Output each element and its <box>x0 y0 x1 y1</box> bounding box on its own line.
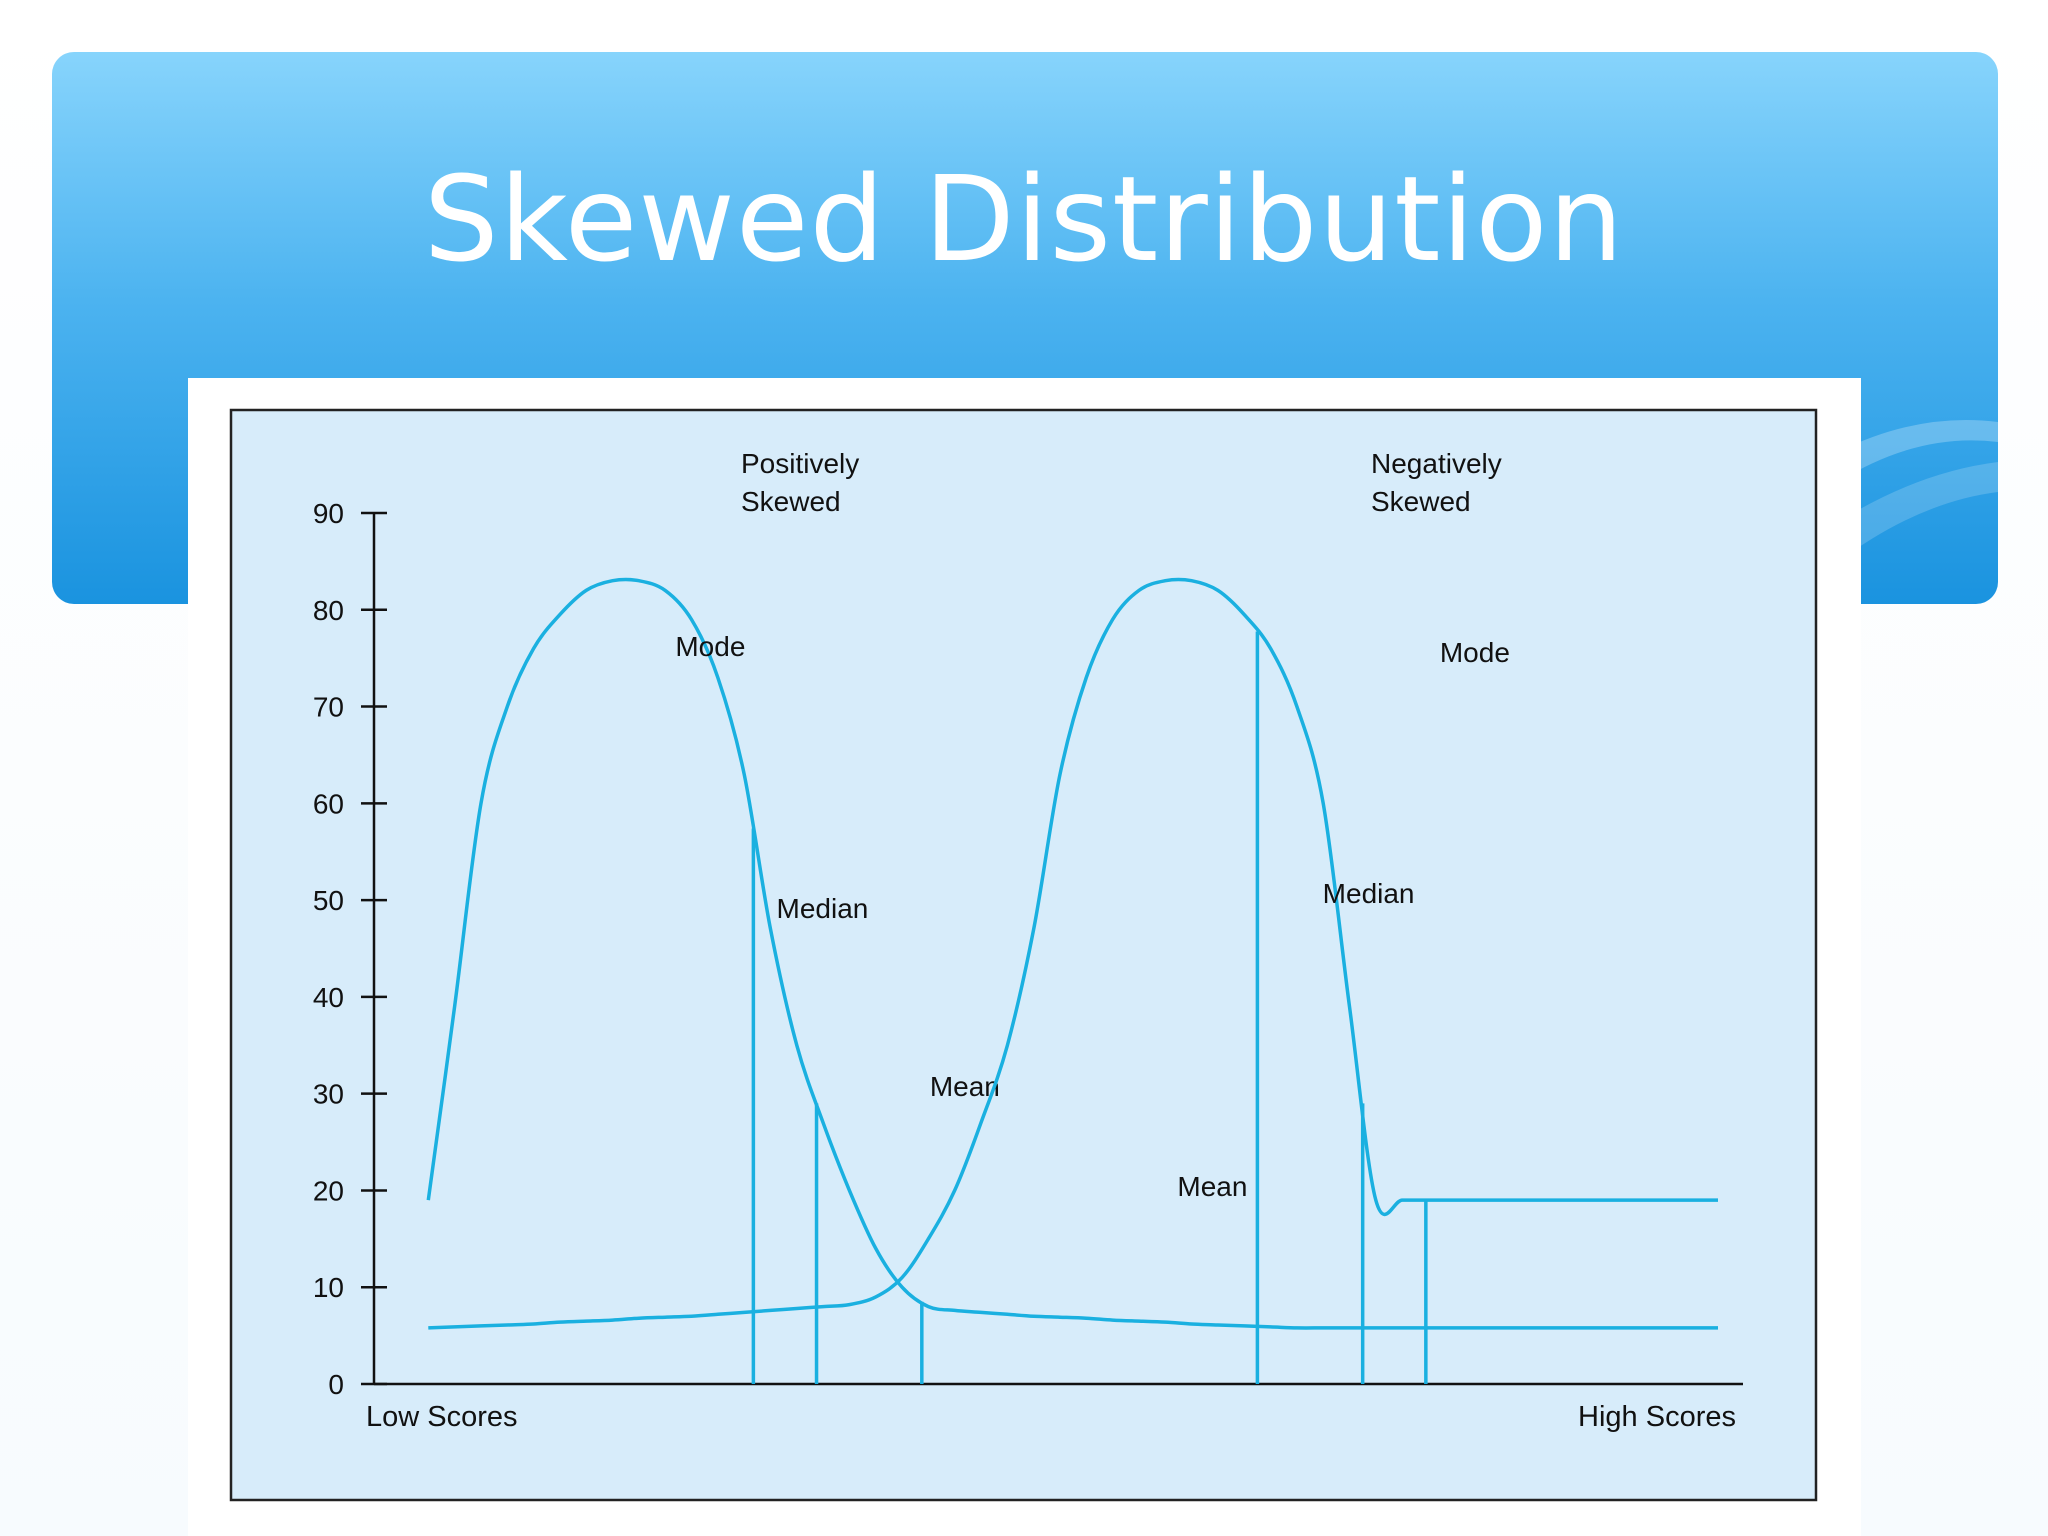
slide-title: Skewed Distribution <box>423 150 1625 288</box>
y-tick-label: 20 <box>313 1175 344 1206</box>
positively-skewed-mean-label: Mean <box>930 1071 1000 1102</box>
negatively-skewed-curve <box>428 577 1718 1330</box>
chart-frame: 0 10 20 30 40 50 60 70 80 90 Low Scores High Scores… <box>188 378 1861 1536</box>
y-tick-label: 60 <box>313 788 344 819</box>
x-label-high-scores: High Scores <box>1578 1401 1736 1433</box>
y-tick-label: 80 <box>313 595 344 626</box>
negatively-skewed-caption-line-2: Skewed <box>1371 486 1471 517</box>
negatively-skewed-median-label: Median <box>1323 878 1415 909</box>
y-tick-label: 30 <box>313 1079 344 1110</box>
positively-skewed-caption-line-1: Positively <box>741 448 859 479</box>
positively-skewed-curve <box>426 577 1718 1330</box>
y-tick-label: 0 <box>328 1369 344 1400</box>
y-tick-label: 50 <box>313 885 344 916</box>
x-label-low-scores: Low Scores <box>366 1401 518 1433</box>
y-tick-label: 10 <box>313 1272 344 1303</box>
banner-swoosh-decoration <box>1838 420 1998 562</box>
positively-skewed-median-label: Median <box>777 893 869 924</box>
positively-skewed-mode-label: Mode <box>675 631 745 662</box>
skewed-distribution-chart: 0 10 20 30 40 50 60 70 80 90 Low Scores High Scores… <box>229 408 1818 1502</box>
positively-skewed-caption-line-2: Skewed <box>741 486 841 517</box>
negatively-skewed-mode-label: Mode <box>1440 637 1510 668</box>
plot-panel <box>229 408 1818 1502</box>
negatively-skewed-mean-label: Mean <box>1177 1171 1247 1202</box>
negatively-skewed-caption-line-1: Negatively <box>1371 448 1502 479</box>
y-tick-label: 70 <box>313 692 344 723</box>
y-tick-label: 90 <box>313 498 344 529</box>
y-tick-label: 40 <box>313 982 344 1013</box>
